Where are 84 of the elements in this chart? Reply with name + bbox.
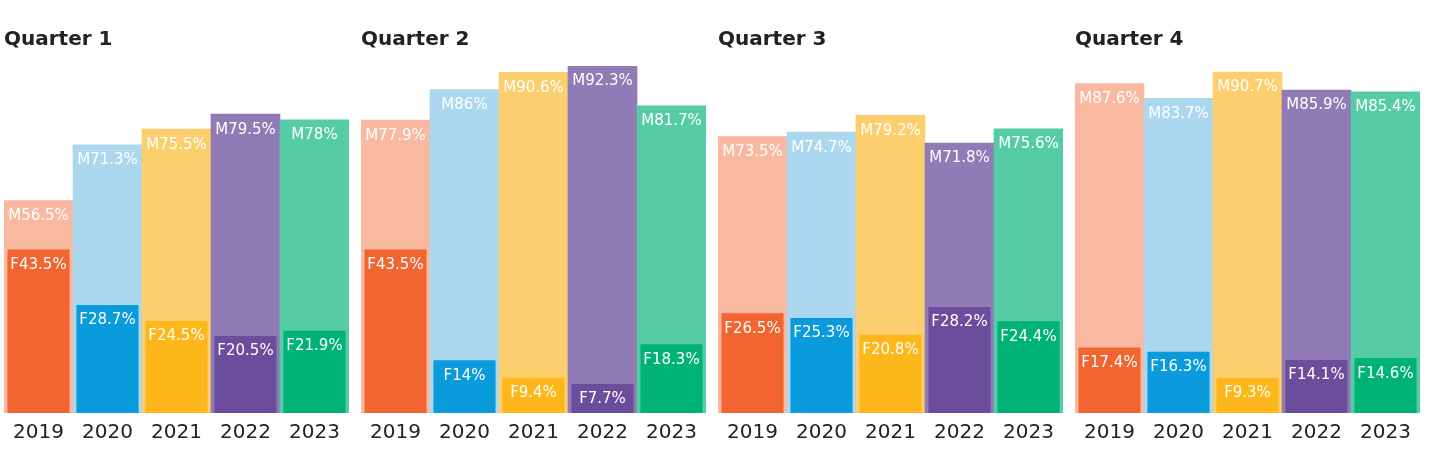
x-tick-label: 2020 [1153,419,1204,444]
bar [790,317,853,413]
chart-title: Quarter 1 [4,26,113,51]
data-label: M74.7% [791,137,852,156]
bar [498,72,569,413]
data-label: F20.8% [862,340,919,359]
bar [1078,347,1141,413]
bar [997,321,1060,413]
bar [214,335,277,413]
data-label: M73.5% [722,142,783,161]
x-tick-label: 2022 [577,419,628,444]
bar [1285,359,1348,413]
x-tick-label: 2023 [646,419,697,444]
x-tick-label: 2023 [1003,419,1054,444]
data-label: F43.5% [10,254,67,273]
data-label: F17.4% [1081,352,1138,371]
bar [364,249,427,413]
bar [859,334,922,413]
data-label: F18.3% [643,349,700,368]
data-label: F25.3% [793,323,850,342]
bar [567,66,638,413]
data-label: M77.9% [365,125,426,144]
x-tick-label: 2021 [1222,419,1273,444]
x-tick-label: 2021 [508,419,559,444]
data-label: M79.2% [860,120,921,139]
data-label: M81.7% [641,111,702,130]
data-label: F7.7% [579,389,626,408]
data-label: F16.3% [1150,357,1207,376]
data-label: F14% [443,365,486,384]
data-label: M92.3% [572,71,633,90]
data-label: F28.7% [79,310,136,329]
data-label: F26.5% [724,318,781,337]
data-label: F24.4% [1000,326,1057,345]
bar [928,306,991,413]
data-label: F9.3% [1224,383,1271,402]
x-tick-label: 2022 [934,419,985,444]
x-tick-label: 2019 [727,419,778,444]
x-tick-label: 2020 [82,419,133,444]
data-label: M71.3% [77,150,138,169]
chart-title: Quarter 2 [361,26,470,51]
bar [7,249,70,413]
chart-title: Quarter 3 [718,26,827,51]
chart-title: Quarter 4 [1075,26,1184,51]
data-label: F14.6% [1357,363,1414,382]
data-label: M75.6% [998,134,1059,153]
data-label: M85.9% [1286,95,1347,114]
data-label: M71.8% [929,148,990,167]
data-label: F9.4% [510,383,557,402]
data-label: F24.5% [148,326,205,345]
data-label: M56.5% [8,205,69,224]
data-label: F43.5% [367,254,424,273]
bar [283,330,346,413]
bar [721,313,784,413]
x-tick-label: 2020 [796,419,847,444]
data-label: M90.7% [1217,77,1278,96]
x-tick-label: 2019 [370,419,421,444]
data-label: M85.4% [1355,97,1416,116]
bar [1147,351,1210,413]
data-label: F14.1% [1288,365,1345,384]
data-label: F28.2% [931,312,988,331]
data-label: F21.9% [286,336,343,355]
bar [76,305,139,413]
data-label: M86% [441,95,488,114]
bar [1354,358,1417,413]
x-tick-label: 2023 [1360,419,1411,444]
data-label: F20.5% [217,341,274,360]
data-label: M75.5% [146,134,207,153]
bar [145,320,208,413]
bar [640,344,703,413]
data-label: M78% [291,125,338,144]
x-tick-label: 2021 [865,419,916,444]
x-tick-label: 2022 [1291,419,1342,444]
x-tick-label: 2019 [13,419,64,444]
x-tick-label: 2021 [151,419,202,444]
data-label: M79.5% [215,119,276,138]
x-tick-label: 2019 [1084,419,1135,444]
data-label: M87.6% [1079,89,1140,108]
data-label: M83.7% [1148,103,1209,122]
bar [433,360,496,413]
bar [1212,71,1283,413]
x-tick-label: 2023 [289,419,340,444]
x-tick-label: 2022 [220,419,271,444]
data-label: M90.6% [503,77,564,96]
x-tick-label: 2020 [439,419,490,444]
